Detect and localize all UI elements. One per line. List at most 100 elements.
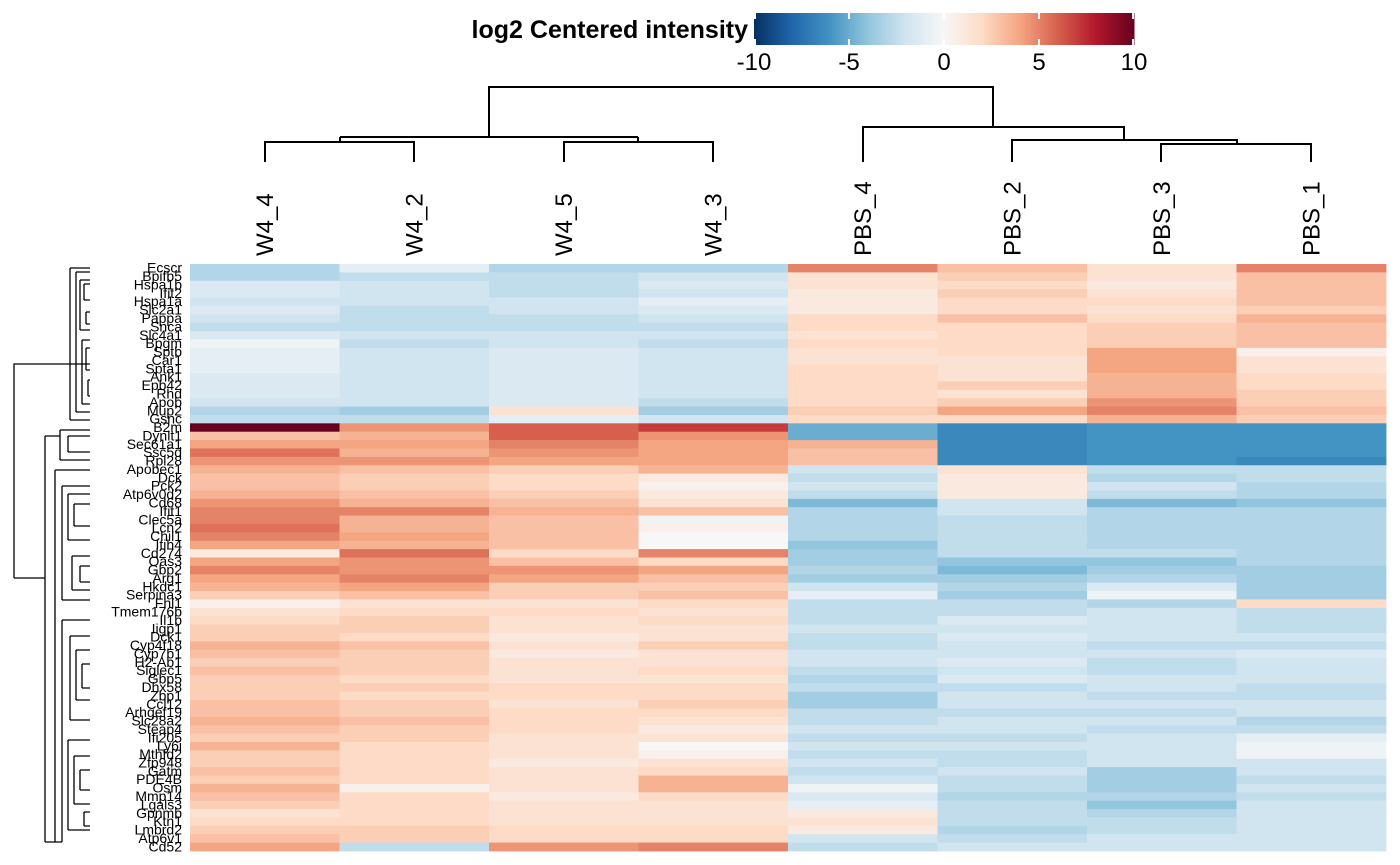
legend-swatch [1072,13,1075,45]
legend-swatch [1048,13,1051,45]
heatmap-cell [339,456,490,466]
heatmap-cell [1087,440,1237,449]
legend-swatch [1038,13,1041,45]
heatmap-cell [190,582,340,592]
heatmap-cell [489,809,639,818]
legend-swatch [900,13,903,45]
heatmap-cell [190,649,340,659]
heatmap-cell [1087,658,1237,667]
heatmap-cell [638,649,789,659]
heatmap-cell [489,624,639,634]
heatmap-cell [638,507,789,516]
heatmap-cell [1087,314,1237,324]
heatmap-cell [489,465,639,475]
heatmap-cell [937,523,1088,533]
heatmap-cell [339,725,490,734]
heatmap-cell [638,264,789,273]
heatmap-cell [339,792,490,802]
legend-swatch [1030,13,1033,45]
row-label: Atp6v1 [138,830,182,846]
heatmap-cell [190,817,340,827]
heatmap-cell [1236,406,1387,416]
legend-swatch [784,13,787,45]
heatmap-cell [638,406,789,416]
legend-swatch [766,13,769,45]
legend-swatch [772,13,775,45]
heatmap-cell [339,280,490,290]
heatmap-cell [489,389,639,399]
heatmap-cell [638,498,789,508]
heatmap-cell [1236,490,1387,500]
heatmap-cell [1087,297,1237,307]
legend-swatch [1044,13,1047,45]
heatmap-cell [489,557,639,567]
heatmap-cell [1087,264,1237,273]
legend-swatch [864,13,867,45]
heatmap-cell [1236,482,1387,491]
legend-swatch [982,13,985,45]
heatmap-cell [489,783,639,793]
heatmap-cell [489,700,639,709]
legend-swatch [798,13,801,45]
heatmap-cell [788,700,938,709]
heatmap-cell [638,783,789,793]
heatmap-cell [788,649,938,659]
heatmap-cell [339,322,490,332]
legend-swatch [1056,13,1059,45]
row-label: Ly6i [157,738,182,754]
heatmap-cell [190,683,340,693]
row-label: Steap4 [138,721,183,737]
heatmap-cell [1236,440,1387,449]
heatmap-cell [1087,775,1237,785]
heatmap-cell [638,532,789,542]
row-label: Ifi205 [148,729,182,745]
heatmap-cell [1236,616,1387,625]
heatmap-cell [937,322,1088,332]
legend-swatch [1112,13,1115,45]
heatmap-cell [190,297,340,307]
heatmap-cell [1236,825,1387,835]
legend-swatch [800,13,803,45]
legend-swatch [1008,13,1011,45]
row-label: Siglec1 [136,662,182,678]
heatmap-cell [190,574,340,584]
heatmap-cell [1236,632,1387,642]
heatmap-cell [937,456,1088,466]
heatmap-cell [489,331,639,340]
heatmap-cell [1087,289,1237,298]
heatmap-cell [788,532,938,542]
legend-swatch [808,13,811,45]
legend-swatch [882,13,885,45]
legend-swatch [1010,13,1013,45]
legend-swatch [810,13,813,45]
legend-swatch [848,13,851,45]
heatmap-cell [937,532,1088,542]
heatmap-cell [1236,280,1387,290]
row-label: Lgals3 [141,796,182,812]
heatmap-cell [1236,289,1387,298]
heatmap-cell [937,834,1088,844]
color-legend: log2 Centered intensity -10 -5 0 5 10 [472,13,1147,76]
heatmap-cell [638,708,789,718]
heatmap-cell [190,758,340,768]
row-label: Chil1 [150,528,182,544]
heatmap-cell [489,800,639,810]
heatmap-cell [1236,549,1387,558]
legend-swatch [1054,13,1057,45]
heatmap-cell [1087,800,1237,810]
column-dendrogram [264,86,1312,162]
heatmap-cell [489,272,639,282]
legend-swatch [954,13,957,45]
heatmap-cell [190,339,340,349]
heatmap-cell [788,515,938,525]
legend-swatch [826,13,829,45]
heatmap-cell [190,607,340,617]
heatmap-cell [937,490,1088,500]
heatmap-cell [1087,540,1237,550]
heatmap-cell [1087,364,1237,374]
heatmap-cell [1087,750,1237,760]
row-label: Hspa1b [134,277,182,293]
row-label: Clec5a [138,511,182,527]
heatmap-cell [638,725,789,734]
heatmap-cell [339,775,490,785]
